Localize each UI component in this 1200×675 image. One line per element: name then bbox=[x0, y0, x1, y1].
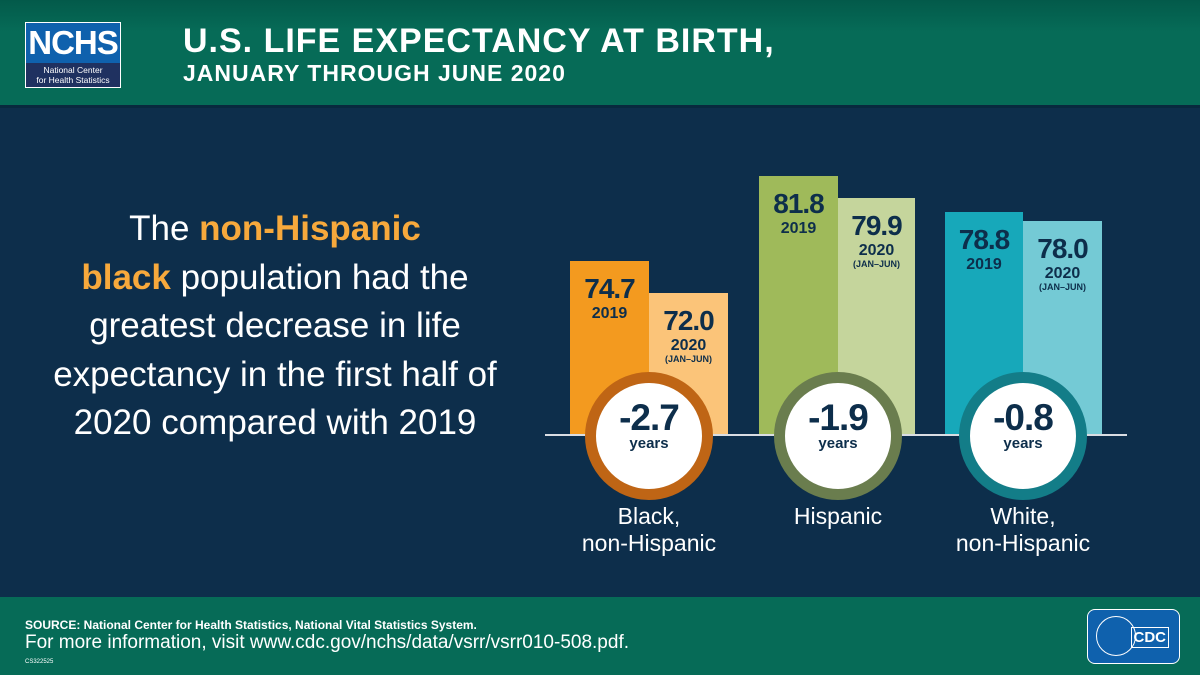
bar-year-label: 2019 bbox=[966, 255, 1002, 273]
bar-year-label: 2019 bbox=[591, 304, 628, 322]
bar-period-label: (JAN–JUN) bbox=[852, 259, 900, 270]
category-label: Black, non-Hispanic bbox=[549, 503, 749, 557]
message-highlight: black bbox=[81, 257, 171, 297]
difference-unit: years bbox=[629, 435, 669, 452]
message-highlight: non-Hispanic bbox=[199, 209, 421, 248]
nchs-logo: NCHS National Center for Health Statistic… bbox=[25, 22, 121, 88]
more-info-link[interactable]: For more information, visit www.cdc.gov/… bbox=[25, 632, 630, 653]
difference-badge: -2.7 years bbox=[585, 372, 713, 500]
footer: SOURCE: National Center for Health Stati… bbox=[0, 597, 1200, 675]
logo-abbr: NCHS bbox=[26, 23, 120, 63]
bar-value-label: 78.8 bbox=[958, 223, 1011, 255]
bar-value-label: 72.0 bbox=[663, 305, 715, 337]
bar-year-label: 2020 bbox=[670, 337, 707, 355]
difference-value: -1.9 bbox=[808, 397, 869, 438]
cdc-logo-text: CDC bbox=[1130, 627, 1169, 648]
category-label-line: Hispanic bbox=[793, 503, 883, 529]
page-subtitle: JANUARY THROUGH JUNE 2020 bbox=[183, 60, 566, 86]
difference-unit: years bbox=[818, 435, 858, 452]
header: NCHS National Center for Health Statistic… bbox=[0, 0, 1200, 108]
category-label-line: Black, bbox=[617, 503, 681, 529]
bar-period-label: (JAN–JUN) bbox=[664, 354, 712, 365]
difference-unit: years bbox=[1003, 435, 1043, 452]
logo-name-line2: for Health Statistics bbox=[36, 75, 110, 85]
bar-value-label: 81.8 bbox=[773, 187, 825, 219]
bar-year-label: 2019 bbox=[780, 219, 817, 237]
logo-name-line1: National Center bbox=[43, 65, 103, 75]
bar-year-label: 2020 bbox=[1044, 265, 1081, 283]
category-label-line: non-Hispanic bbox=[955, 530, 1091, 556]
publication-code: CS322525 bbox=[25, 659, 54, 665]
message-text: The bbox=[129, 209, 200, 248]
bar-value-label: 79.9 bbox=[851, 210, 903, 242]
bar-period-label: (JAN–JUN) bbox=[1038, 282, 1086, 293]
difference-value: -0.8 bbox=[993, 397, 1054, 438]
cdc-logo: CDC bbox=[1087, 609, 1180, 664]
category-label-line: non-Hispanic bbox=[581, 530, 717, 556]
hhs-seal-icon bbox=[1096, 616, 1136, 656]
bar-year-label: 2020 bbox=[858, 242, 895, 260]
message-text: population had the greatest decrease in … bbox=[53, 257, 497, 443]
difference-badge: -0.8 years bbox=[959, 372, 1087, 500]
source-text: SOURCE: National Center for Health Stati… bbox=[25, 618, 477, 632]
difference-badge: -1.9 years bbox=[774, 372, 902, 500]
page-title: U.S. LIFE EXPECTANCY AT BIRTH, bbox=[183, 22, 775, 60]
category-label: White, non-Hispanic bbox=[923, 503, 1123, 557]
category-label: Hispanic bbox=[738, 503, 938, 530]
key-message: The non-Hispanic black population had the… bbox=[40, 205, 510, 448]
category-label-line: White, bbox=[990, 503, 1056, 529]
bar-value-label: 78.0 bbox=[1037, 233, 1089, 265]
difference-value: -2.7 bbox=[619, 397, 680, 438]
bar-chart: 74.7 2019 72.0 2020 (JAN–JUN) Black, non-Hispa… bbox=[545, 175, 1127, 557]
bar-value-label: 74.7 bbox=[584, 272, 636, 304]
